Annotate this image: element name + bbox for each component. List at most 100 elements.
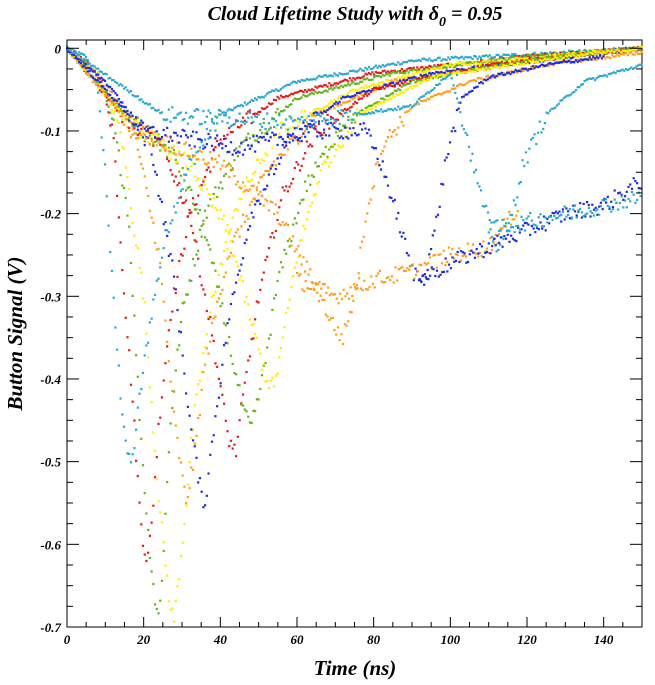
series-4-point bbox=[366, 92, 369, 95]
series-0-point bbox=[511, 53, 514, 56]
series-5-point bbox=[636, 48, 640, 51]
series-8-point bbox=[171, 152, 174, 155]
series-10-point bbox=[217, 143, 220, 146]
series-2-point bbox=[157, 612, 160, 615]
series-0-point bbox=[542, 52, 545, 55]
series-10-point bbox=[483, 78, 486, 81]
series-0-point bbox=[103, 163, 107, 166]
series-13-point bbox=[447, 263, 451, 266]
series-14-point bbox=[537, 216, 540, 219]
series-8-point bbox=[599, 51, 602, 54]
series-7-point bbox=[409, 82, 412, 85]
series-10-point bbox=[262, 135, 265, 139]
series-14-point bbox=[587, 206, 590, 210]
series-3-point bbox=[357, 89, 360, 92]
series-0-point bbox=[226, 109, 229, 112]
series-13-point bbox=[520, 228, 523, 231]
series-4-point bbox=[222, 275, 226, 279]
series-0-point bbox=[400, 62, 403, 65]
series-10-point bbox=[254, 150, 257, 153]
series-4-point bbox=[297, 142, 300, 145]
series-13-point bbox=[560, 220, 563, 223]
series-10-point bbox=[153, 136, 157, 139]
series-11-point bbox=[72, 51, 76, 55]
series-4-point bbox=[186, 495, 189, 499]
series-1-point bbox=[314, 85, 317, 88]
series-11 bbox=[66, 45, 643, 253]
series-1-point bbox=[298, 89, 302, 92]
series-7-point bbox=[407, 82, 410, 85]
series-9-point bbox=[428, 98, 431, 101]
series-8-point bbox=[231, 254, 234, 257]
series-2-point bbox=[498, 57, 502, 60]
series-6-point bbox=[588, 52, 591, 56]
series-1-point bbox=[366, 73, 369, 76]
series-10-point bbox=[345, 136, 348, 139]
series-7-point bbox=[95, 80, 98, 84]
series-10-point bbox=[236, 150, 239, 153]
series-8-point bbox=[633, 48, 636, 52]
series-11-point bbox=[480, 189, 483, 192]
series-1-point bbox=[124, 316, 127, 319]
series-1-point bbox=[255, 112, 258, 115]
series-14-point bbox=[601, 199, 604, 202]
series-10-point bbox=[167, 140, 170, 143]
series-5-point bbox=[248, 225, 252, 228]
series-10-point bbox=[205, 143, 208, 146]
series-5-point bbox=[88, 66, 91, 70]
series-5-point bbox=[364, 90, 367, 93]
series-8-point bbox=[222, 214, 226, 217]
series-8-point bbox=[502, 64, 505, 67]
series-1-point bbox=[376, 71, 379, 75]
series-12-point bbox=[408, 268, 411, 271]
series-10-point bbox=[343, 126, 346, 129]
series-10-point bbox=[442, 183, 445, 186]
series-13-point bbox=[634, 180, 637, 183]
series-12-point bbox=[503, 218, 506, 221]
series-0-point bbox=[271, 89, 274, 92]
series-8-point bbox=[616, 48, 619, 51]
series-5-point bbox=[419, 73, 422, 77]
series-1-point bbox=[197, 194, 200, 197]
series-12-point bbox=[484, 250, 487, 253]
series-4-point bbox=[407, 78, 410, 81]
series-14-point bbox=[542, 225, 546, 228]
series-13-point bbox=[591, 203, 594, 206]
series-8-point bbox=[581, 54, 584, 57]
series-11-point bbox=[266, 112, 269, 115]
series-1-point bbox=[383, 69, 386, 72]
series-4-point bbox=[171, 389, 174, 393]
series-9-point bbox=[138, 130, 141, 133]
series-2-point bbox=[207, 204, 210, 207]
series-3-point bbox=[538, 56, 541, 59]
series-6-point bbox=[354, 100, 357, 104]
series-8-point bbox=[269, 379, 272, 382]
series-9-point bbox=[360, 240, 364, 243]
series-13-point bbox=[515, 239, 518, 243]
series-6-point bbox=[536, 56, 540, 60]
series-9-point bbox=[169, 137, 172, 140]
series-6-point bbox=[388, 84, 391, 87]
series-0-point bbox=[209, 129, 212, 132]
series-4-point bbox=[179, 461, 183, 464]
series-0-point bbox=[71, 47, 74, 51]
series-7-point bbox=[257, 398, 260, 401]
series-4-point bbox=[250, 200, 253, 203]
series-5-point bbox=[352, 95, 355, 98]
series-0-point bbox=[448, 58, 452, 61]
series-3-point bbox=[352, 88, 355, 91]
series-12-point bbox=[494, 233, 497, 237]
series-12-point bbox=[356, 287, 359, 290]
series-0-point bbox=[492, 56, 495, 59]
series-6-point bbox=[495, 62, 498, 65]
series-5-point bbox=[447, 70, 450, 73]
series-5-point bbox=[343, 96, 346, 99]
series-0-point bbox=[305, 77, 308, 81]
series-10-point bbox=[388, 196, 391, 199]
series-5-point bbox=[153, 170, 157, 173]
series-3-point bbox=[557, 53, 560, 56]
series-7-point bbox=[117, 105, 120, 108]
series-5-point bbox=[255, 200, 258, 203]
series-9-point bbox=[202, 158, 205, 161]
series-3-point bbox=[324, 105, 327, 108]
